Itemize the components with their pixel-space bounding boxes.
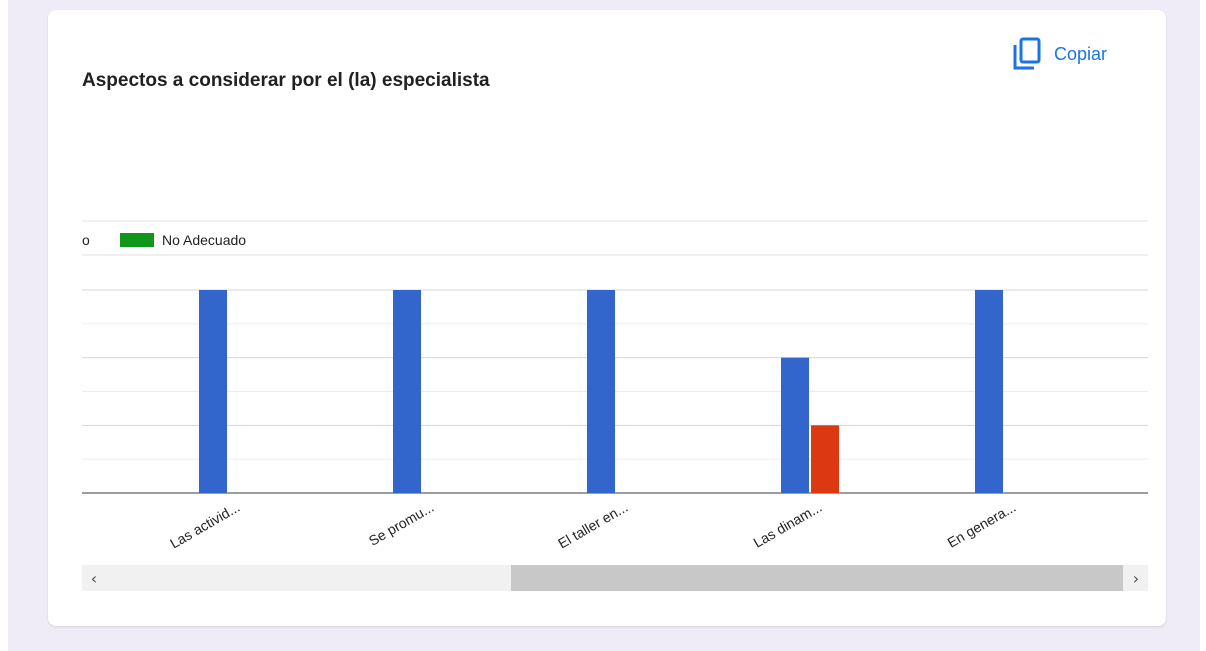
legend-label: No Adecuado xyxy=(162,232,246,248)
bar[interactable] xyxy=(587,290,615,493)
x-tick-label: En genera... xyxy=(944,499,1018,551)
bars xyxy=(199,290,1003,493)
x-tick-label: El taller en... xyxy=(555,499,630,552)
x-tick-label: Se promu... xyxy=(366,499,437,549)
copy-icon xyxy=(1012,37,1042,71)
chart-title: Aspectos a considerar por el (la) especi… xyxy=(82,70,490,91)
scroll-right-arrow[interactable]: › xyxy=(1132,568,1140,588)
bar[interactable] xyxy=(199,290,227,493)
copy-label: Copiar xyxy=(1054,43,1108,64)
legend: o No Adecuado xyxy=(82,232,246,248)
x-tick-label: Las dinam... xyxy=(750,499,824,551)
x-axis-labels: Las activid... Se promu... El taller en...… xyxy=(167,499,1018,552)
x-tick-label: Las activid... xyxy=(167,499,242,552)
scroll-left-arrow[interactable]: ‹ xyxy=(90,568,98,588)
chart-card: Aspectos a considerar por el (la) especi… xyxy=(48,10,1166,626)
bar[interactable] xyxy=(781,357,809,493)
legend-partial-label: o xyxy=(82,232,90,248)
copy-button[interactable]: Copiar xyxy=(1012,34,1107,74)
chart-horizontal-scrollbar[interactable]: ‹ › xyxy=(82,565,1148,591)
bar[interactable] xyxy=(393,290,421,493)
bar[interactable] xyxy=(975,290,1003,493)
scrollbar-thumb[interactable] xyxy=(511,565,1123,591)
bar[interactable] xyxy=(811,425,839,493)
legend-swatch xyxy=(120,233,154,247)
bar-chart: o No Adecuado Las activid... Se promu... El… xyxy=(82,220,1148,552)
